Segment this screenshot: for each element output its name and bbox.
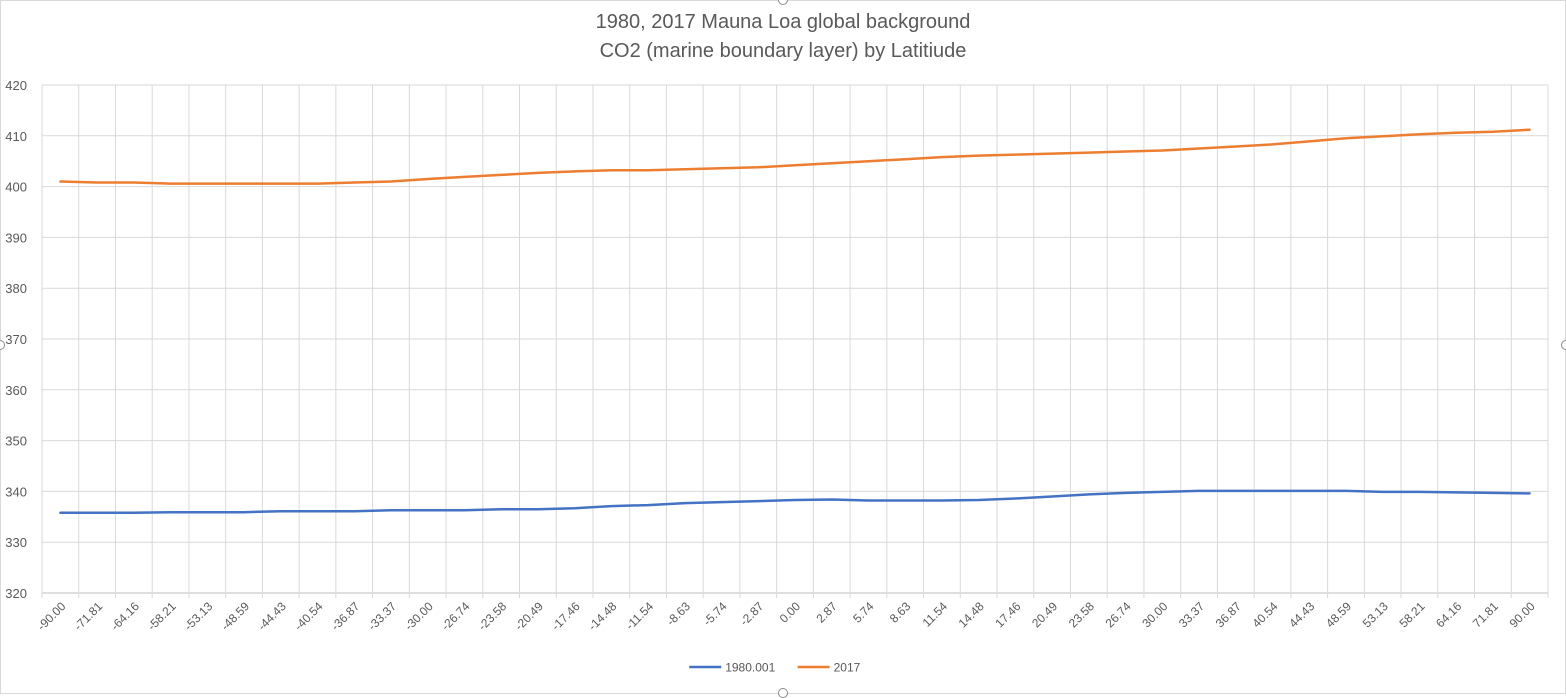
y-tick-label: 330 bbox=[5, 535, 27, 550]
resize-handle-right[interactable] bbox=[1561, 340, 1566, 350]
x-tick-label: 17.46 bbox=[992, 599, 1023, 630]
legend-label-1: 2017 bbox=[834, 661, 861, 675]
y-tick-label: 390 bbox=[5, 230, 27, 245]
x-tick-label: -90.00 bbox=[35, 599, 69, 633]
y-tick-label: 400 bbox=[5, 180, 27, 195]
legend-label-0: 1980.001 bbox=[725, 661, 775, 675]
y-tick-label: 350 bbox=[5, 434, 27, 449]
x-tick-label: 53.13 bbox=[1360, 599, 1391, 630]
series-line-1 bbox=[59, 128, 1531, 185]
x-tick-label: -14.48 bbox=[585, 599, 619, 633]
x-tick-label: -53.13 bbox=[181, 599, 215, 633]
x-tick-label: -11.54 bbox=[623, 599, 657, 633]
y-tick-label: 380 bbox=[5, 281, 27, 296]
x-tick-label: 48.59 bbox=[1323, 599, 1354, 630]
x-tick-label: 26.74 bbox=[1103, 599, 1134, 630]
x-tick-label: 11.54 bbox=[920, 599, 951, 630]
x-tick-label: -71.81 bbox=[71, 599, 105, 633]
x-tick-label: -26.74 bbox=[439, 599, 473, 633]
x-tick-label: -44.43 bbox=[255, 599, 289, 633]
x-tick-label: -5.74 bbox=[700, 599, 729, 628]
x-tick-label: -8.63 bbox=[664, 599, 693, 628]
x-tick-label: 0.00 bbox=[777, 599, 804, 626]
x-tick-label: -20.49 bbox=[512, 599, 546, 633]
y-tick-label: 340 bbox=[5, 484, 27, 499]
y-tick-label: 370 bbox=[5, 332, 27, 347]
x-tick-label: -2.87 bbox=[737, 599, 766, 628]
y-tick-label: 320 bbox=[5, 586, 27, 601]
x-tick-label: 58.21 bbox=[1396, 599, 1427, 630]
x-tick-label: -40.54 bbox=[292, 599, 326, 633]
chart-subtitle: CO2 (marine boundary layer) by Latitiude bbox=[599, 40, 967, 62]
x-tick-label: 64.16 bbox=[1433, 599, 1464, 630]
x-tick-label: 40.54 bbox=[1249, 599, 1280, 630]
x-tick-label: -23.58 bbox=[475, 599, 509, 633]
x-tick-label: -58.21 bbox=[145, 599, 179, 633]
y-tick-label: 420 bbox=[5, 78, 27, 93]
x-tick-label: -17.46 bbox=[549, 599, 583, 633]
x-tick-label: -64.16 bbox=[108, 599, 142, 633]
chart-title: 1980, 2017 Mauna Loa global background bbox=[595, 11, 971, 33]
x-tick-label: -48.59 bbox=[218, 599, 252, 633]
y-tick-label: 410 bbox=[5, 129, 27, 144]
x-tick-label: 20.49 bbox=[1029, 599, 1060, 630]
x-tick-label: 90.00 bbox=[1507, 599, 1538, 630]
series-line-0 bbox=[59, 489, 1531, 514]
x-tick-label: 2.87 bbox=[813, 599, 840, 626]
x-tick-label: 5.74 bbox=[850, 599, 877, 626]
x-tick-label: 8.63 bbox=[887, 599, 914, 626]
x-tick-label: 33.37 bbox=[1176, 599, 1207, 630]
x-tick-label: -36.87 bbox=[328, 599, 362, 633]
x-tick-label: 14.48 bbox=[956, 599, 987, 630]
y-tick-label: 360 bbox=[5, 383, 27, 398]
x-tick-label: 71.81 bbox=[1470, 599, 1501, 630]
x-tick-label: 23.58 bbox=[1066, 599, 1097, 630]
x-tick-label: 36.87 bbox=[1213, 599, 1244, 630]
x-tick-label: -30.00 bbox=[402, 599, 436, 633]
x-tick-label: 44.43 bbox=[1286, 599, 1317, 630]
resize-handle-bottom[interactable] bbox=[778, 688, 788, 698]
x-tick-label: -33.37 bbox=[365, 599, 399, 633]
x-tick-label: 30.00 bbox=[1139, 599, 1170, 630]
